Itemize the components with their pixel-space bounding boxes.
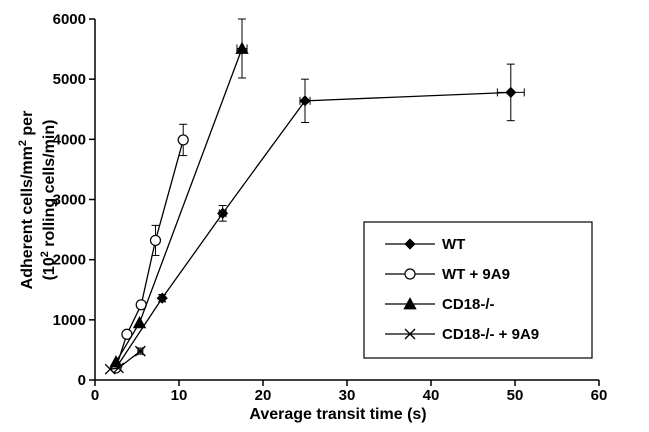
x-tick-label: 60: [591, 387, 608, 404]
triangle-marker: [403, 297, 417, 310]
y-tick-label: 5000: [53, 71, 86, 88]
legend-label: CD18-/- + 9A9: [442, 326, 539, 343]
open-circle-marker: [404, 268, 416, 280]
y-tick-label: 3000: [53, 192, 86, 209]
triangle-marker: [132, 316, 147, 329]
diamond-marker: [404, 238, 416, 250]
legend-box: [363, 221, 593, 359]
y-axis-title-sup2: 2: [39, 251, 51, 257]
x-marker-stroke: [134, 345, 146, 357]
legend-item-wt-9a9: WT + 9A9: [385, 266, 510, 283]
y-tick-label: 4000: [53, 131, 86, 148]
x-tick-label: 0: [91, 387, 99, 404]
x-tick-label: 40: [423, 387, 440, 404]
series-wt-9a9: [110, 123, 189, 374]
legend: WT WT + 9A9 CD18-/- CD18-/- + 9A9: [363, 221, 593, 359]
x-marker-stroke: [104, 363, 116, 375]
x-marker: [404, 328, 416, 340]
legend-item-cd18-9a9: CD18-/- + 9A9: [385, 326, 539, 343]
x-tick-label: 50: [507, 387, 524, 404]
x-tick-label: 30: [339, 387, 356, 404]
diamond-marker: [217, 207, 229, 219]
series-cd18: [109, 18, 249, 368]
y-axis-title-sup1: 2: [17, 140, 29, 146]
legend-item-wt: WT: [385, 236, 465, 253]
x-marker: [134, 345, 146, 357]
open-circle-marker: [149, 234, 162, 247]
x-axis-title: Average transit time (s): [249, 406, 426, 423]
x-tick-label: 10: [171, 387, 188, 404]
diamond-marker: [505, 86, 517, 98]
x-marker-stroke: [404, 328, 416, 340]
legend-label: WT + 9A9: [442, 266, 510, 283]
series-cd18-9a9: [104, 345, 146, 375]
triangle-marker: [235, 41, 249, 54]
y-axis-title-line2: (102 rolling cells/min): [39, 120, 58, 281]
legend-item-cd18: CD18-/-: [385, 296, 495, 313]
series-layer: [104, 18, 525, 375]
open-circle-marker: [177, 134, 189, 146]
legend-label: CD18-/-: [442, 296, 495, 313]
x-tick-label: 20: [255, 387, 272, 404]
diamond-marker: [299, 95, 311, 107]
triangle-marker: [109, 355, 123, 368]
y-tick-label: 0: [78, 372, 86, 389]
y-tick-label: 1000: [53, 312, 86, 329]
y-tick-label: 2000: [53, 252, 86, 269]
diamond-marker: [156, 292, 168, 304]
legend-label: WT: [442, 236, 465, 253]
y-tick-label: 6000: [53, 11, 86, 28]
x-marker: [113, 362, 124, 374]
y-axis-title-line1: Adherent cells/mm2 per: [17, 111, 36, 290]
axes: 0 10 20 30 40 50 60 0 1000 2000 3000 4000 5000 6000: [53, 11, 608, 404]
x-marker-stroke: [113, 362, 124, 374]
